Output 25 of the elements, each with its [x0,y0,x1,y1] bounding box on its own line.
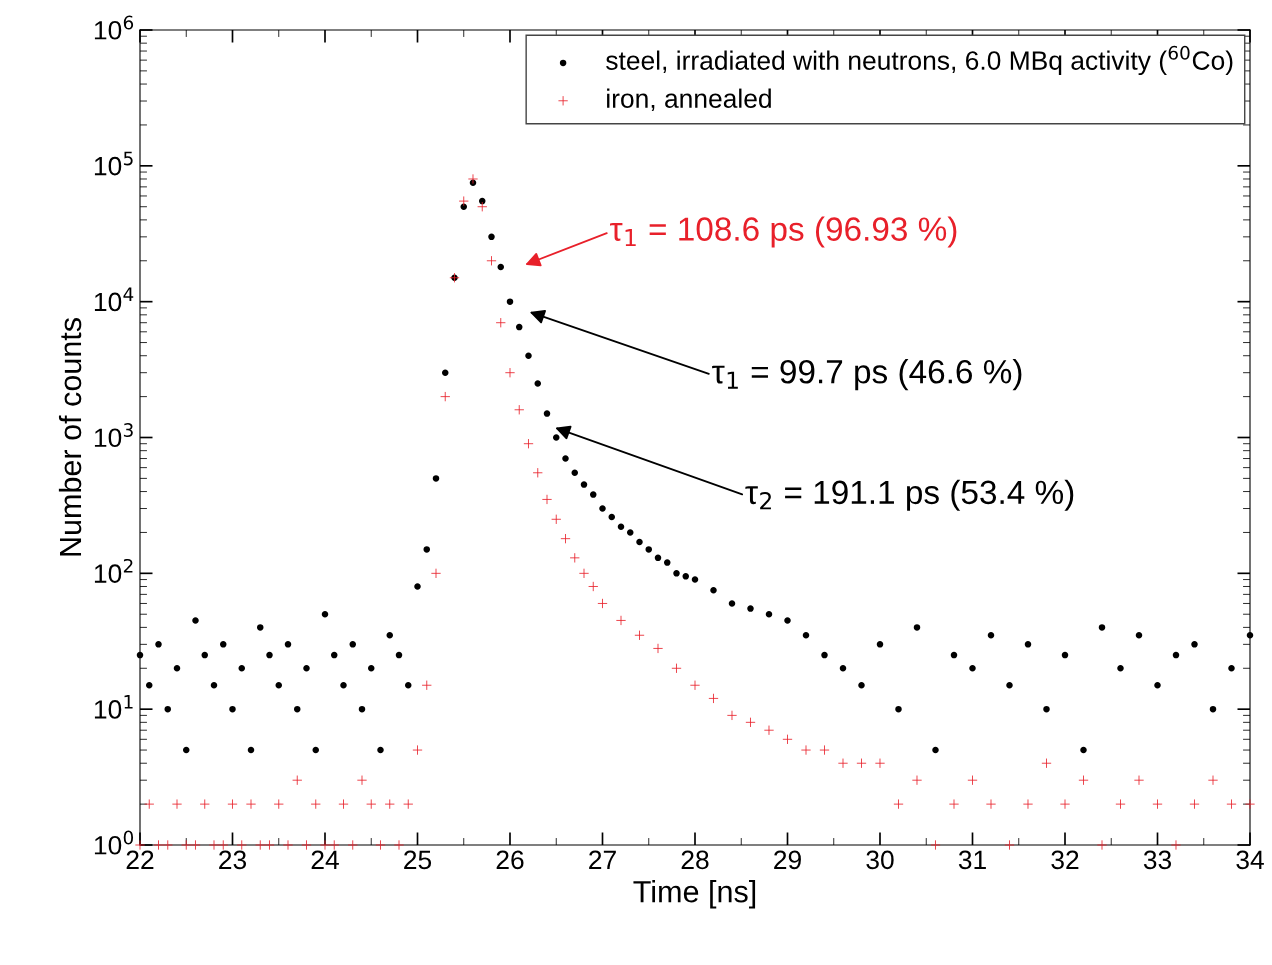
x-tick-label: 34 [1236,850,1264,870]
x-tick-label: 27 [589,850,616,869]
y-tick-label: 10$^{4}$ [94,287,134,312]
legend-label: steel, irradiated with neutrons, 6.0 MBq activity ($^{60}$Co) [606,45,1233,76]
x-tick-label: 24 [311,850,339,869]
x-axis-title: Time [ns] [633,880,756,909]
x-tick-label: 23 [219,850,247,870]
x-tick-label: 33 [1143,850,1172,870]
annotation: τ$_{2}$ = 191.1 ps (53.4 %) [745,479,1074,511]
y-tick-label: 10$^{5}$ [94,151,133,176]
annotation: τ$_{1}$ = 108.6 ps (96.93 %) [610,216,957,248]
annotation: τ$_{1}$ = 99.7 ps (46.6 %) [712,359,1022,391]
y-tick-label: 10$^{6}$ [94,15,134,40]
y-tick-label: 10$^{3}$ [94,423,133,448]
x-tick-label: 29 [774,850,801,870]
x-tick-label: 26 [496,850,524,870]
y-tick-label: 10$^{2}$ [94,558,133,583]
y-tick-label: 10$^{1}$ [94,694,133,719]
x-tick-label: 30 [866,850,894,870]
legend-label: iron, annealed [607,88,771,112]
y-axis-title: Number of counts [58,318,82,556]
x-tick-label: 31 [958,850,986,870]
x-tick-label: 28 [681,850,709,870]
x-tick-label: 25 [404,850,432,870]
x-tick-label: 32 [1051,850,1079,870]
